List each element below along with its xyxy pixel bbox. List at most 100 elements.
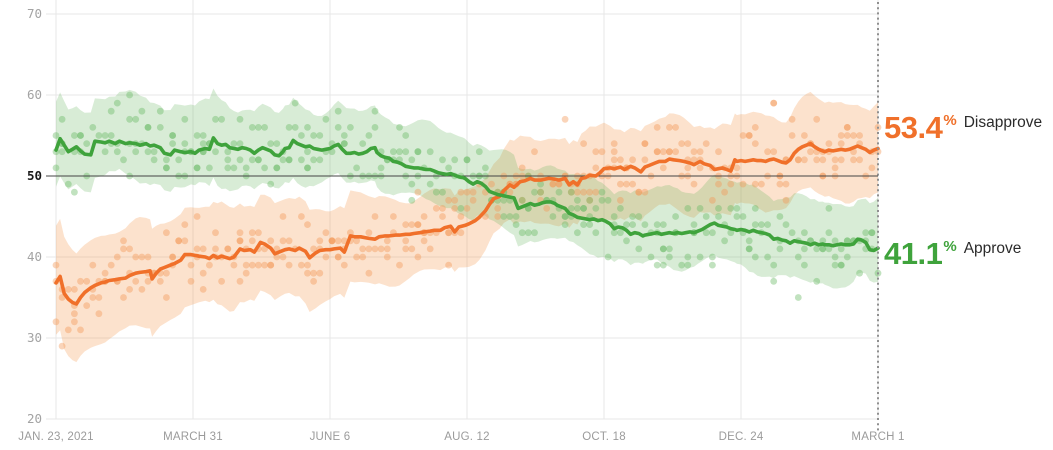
poll-dot — [745, 132, 753, 139]
poll-dot — [199, 132, 207, 139]
poll-dot — [432, 205, 440, 212]
poll-dot — [132, 115, 140, 123]
approve-value: 41.1 — [884, 236, 943, 271]
poll-dot — [181, 115, 189, 123]
poll-dot — [126, 245, 133, 253]
poll-dot — [353, 164, 360, 172]
poll-dot — [310, 156, 317, 164]
poll-dot — [555, 180, 563, 188]
poll-dot — [788, 132, 796, 139]
poll-dot — [322, 253, 330, 261]
poll-dot — [684, 261, 692, 269]
poll-dot — [113, 253, 121, 261]
poll-dot — [359, 253, 367, 261]
poll-dot — [580, 188, 587, 196]
poll-dot — [617, 156, 624, 164]
poll-dot — [770, 277, 778, 285]
poll-dot — [144, 124, 152, 131]
poll-dot — [715, 148, 722, 156]
poll-dot — [807, 148, 814, 156]
poll-dot — [107, 261, 115, 269]
poll-dot — [813, 245, 821, 253]
poll-dot — [451, 205, 459, 212]
poll-dot — [659, 148, 667, 156]
poll-dot — [347, 229, 354, 237]
poll-dot — [770, 99, 778, 107]
x-tick-label: JAN. 23, 2021 — [18, 431, 94, 443]
poll-dot — [316, 237, 324, 245]
poll-dot — [610, 229, 618, 237]
poll-dot — [850, 156, 857, 164]
poll-dot — [163, 269, 170, 277]
poll-dot — [451, 156, 459, 164]
poll-dot — [696, 205, 704, 212]
poll-dot — [629, 221, 636, 229]
poll-dot — [617, 180, 624, 188]
poll-dot — [267, 180, 275, 188]
poll-dot — [187, 261, 195, 269]
poll-dot — [120, 294, 127, 301]
poll-dot — [298, 132, 305, 139]
poll-dot — [445, 229, 452, 237]
poll-dot — [843, 132, 851, 139]
poll-dot — [279, 156, 287, 164]
poll-dot — [813, 156, 821, 164]
poll-dot — [212, 148, 219, 156]
poll-dot — [169, 132, 177, 139]
poll-dot — [126, 91, 133, 99]
poll-dot — [273, 164, 281, 172]
poll-dot — [340, 140, 348, 148]
poll-dot — [396, 261, 403, 269]
poll-dot — [199, 286, 207, 293]
poll-dot — [549, 213, 557, 220]
poll-dot — [304, 164, 311, 172]
poll-dot — [58, 115, 66, 123]
poll-dot — [813, 115, 821, 123]
poll-dot — [770, 261, 778, 269]
y-tick-label: 20 — [26, 411, 42, 426]
poll-dot — [666, 245, 673, 253]
poll-dot — [181, 140, 189, 148]
poll-dot — [310, 269, 317, 277]
poll-dot — [672, 124, 679, 131]
poll-dot — [672, 213, 679, 220]
poll-dot — [580, 140, 587, 148]
poll-dot — [414, 221, 422, 229]
poll-dot — [506, 188, 514, 196]
poll-dot — [831, 261, 839, 269]
poll-dot — [365, 245, 373, 253]
poll-dot — [193, 245, 201, 253]
poll-dot — [445, 164, 452, 172]
poll-dot — [304, 148, 311, 156]
poll-dot — [457, 188, 465, 196]
poll-dot — [635, 188, 643, 196]
poll-dot — [604, 253, 612, 261]
poll-dot — [592, 164, 600, 172]
poll-dot — [445, 196, 452, 204]
poll-dot — [524, 229, 532, 237]
approve-trend-line — [54, 136, 880, 253]
poll-dot — [825, 229, 833, 237]
poll-dot — [500, 213, 508, 220]
poll-dot — [242, 261, 250, 269]
poll-dot — [770, 148, 778, 156]
poll-dot — [862, 229, 870, 237]
poll-dot — [494, 205, 502, 212]
poll-dot — [89, 294, 97, 301]
poll-dot — [377, 245, 385, 253]
poll-dot — [727, 205, 735, 212]
poll-dot — [819, 245, 827, 253]
poll-dot — [390, 213, 397, 220]
poll-dot — [138, 286, 146, 293]
poll-dot — [340, 132, 348, 139]
poll-dot — [328, 237, 336, 245]
poll-dot — [549, 180, 557, 188]
poll-dot — [819, 245, 827, 253]
poll-dot — [396, 148, 403, 156]
poll-dot — [371, 245, 379, 253]
poll-dot — [751, 140, 759, 148]
poll-dot — [751, 180, 759, 188]
poll-dot — [285, 124, 293, 131]
poll-dot — [279, 237, 287, 245]
poll-dot — [242, 164, 250, 172]
